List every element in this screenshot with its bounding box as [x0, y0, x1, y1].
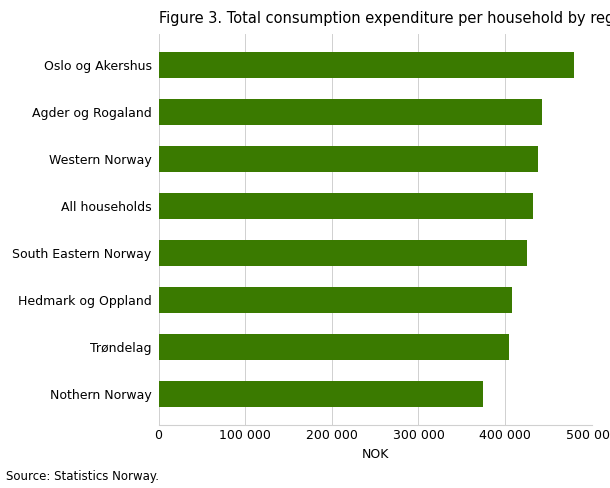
Bar [159, 52, 575, 78]
Bar [159, 240, 526, 266]
Bar [159, 193, 533, 219]
Bar [159, 381, 483, 407]
Bar [159, 287, 512, 313]
X-axis label: NOK: NOK [362, 448, 389, 461]
Bar [159, 334, 509, 360]
Text: Source: Statistics Norway.: Source: Statistics Norway. [6, 470, 159, 483]
Text: Figure 3. Total consumption expenditure per household by region 2012. NOK: Figure 3. Total consumption expenditure … [159, 11, 610, 26]
Bar [159, 99, 542, 125]
Bar [159, 146, 538, 172]
